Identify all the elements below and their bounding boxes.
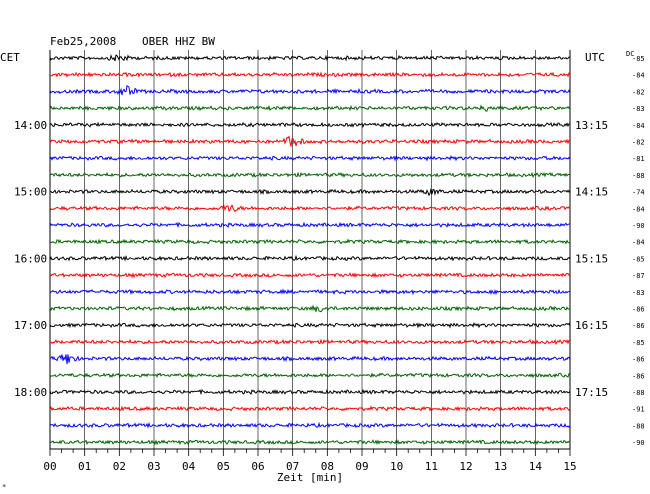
seismogram-trace xyxy=(49,135,571,147)
dc-offset-label: -90 xyxy=(632,439,645,447)
right-timezone-label: UTC xyxy=(585,51,605,64)
seismogram-trace xyxy=(49,71,571,78)
seismogram-trace xyxy=(49,171,571,179)
x-tick-label: 02 xyxy=(113,460,126,473)
cet-hour-label: 18:00 xyxy=(14,386,47,399)
seismogram-trace xyxy=(49,338,571,346)
seismogram-trace xyxy=(49,322,571,329)
x-tick-label: 05 xyxy=(217,460,230,473)
dc-offset-label: -74 xyxy=(632,189,645,197)
dc-offset-label: -84 xyxy=(632,72,645,80)
dc-offset-label: -82 xyxy=(632,88,645,96)
seismogram-trace xyxy=(49,439,571,446)
seismogram-trace xyxy=(49,354,571,365)
x-tick-label: 01 xyxy=(78,460,91,473)
seismogram-traces xyxy=(49,54,571,446)
dc-offset-label: -85 xyxy=(632,339,645,347)
axis-labels: 00 01 02 03 04 05 06 07 08 09 10 11 12 13 14 15 14:00 15:… xyxy=(14,55,645,473)
seismogram-trace xyxy=(49,238,571,245)
seismogram-trace xyxy=(49,204,571,213)
seismogram-trace xyxy=(49,272,571,279)
dc-offset-label: -83 xyxy=(632,105,645,113)
utc-hour-label: 16:15 xyxy=(575,319,608,332)
x-axis-title: Zeit [min] xyxy=(277,471,343,484)
seismogram-trace xyxy=(49,405,571,412)
seismogram-trace xyxy=(49,372,571,379)
corner-mark: * xyxy=(2,483,6,491)
cet-hour-label: 17:00 xyxy=(14,319,47,332)
dc-offset-label: -91 xyxy=(632,406,645,414)
seismogram-trace xyxy=(49,221,571,229)
dc-offset-label: -87 xyxy=(632,272,645,280)
dc-offset-label: -83 xyxy=(632,289,645,297)
seismogram-trace xyxy=(49,254,571,262)
cet-hour-label: 16:00 xyxy=(14,252,47,265)
x-tick-label: 09 xyxy=(355,460,368,473)
dc-offset-label: -88 xyxy=(632,389,645,397)
header-station: OBER HHZ BW xyxy=(142,35,215,48)
cet-hour-label: 15:00 xyxy=(14,186,47,199)
seismogram-trace xyxy=(49,104,571,112)
header-date: Feb25,2008 xyxy=(50,35,116,48)
seismogram-trace xyxy=(49,155,571,162)
x-tick-label: 10 xyxy=(390,460,403,473)
dc-offset-label: -82 xyxy=(632,139,645,147)
x-tick-label: 14 xyxy=(529,460,543,473)
utc-hour-label: 15:15 xyxy=(575,252,608,265)
dc-offset-label: -84 xyxy=(632,122,645,130)
utc-hour-label: 13:15 xyxy=(575,119,608,132)
dc-offset-label: -85 xyxy=(632,255,645,263)
x-tick-label: 15 xyxy=(563,460,576,473)
dc-header-label: DC xyxy=(626,50,634,58)
seismogram-trace xyxy=(49,121,570,129)
left-timezone-label: CET xyxy=(0,51,20,64)
dc-offset-label: -84 xyxy=(632,205,645,213)
utc-hour-label: 17:15 xyxy=(575,386,608,399)
seismogram-trace xyxy=(49,304,571,313)
x-tick-label: 13 xyxy=(494,460,507,473)
dc-offset-label: -86 xyxy=(632,372,645,380)
x-tick-label: 12 xyxy=(459,460,472,473)
seismogram-trace xyxy=(49,421,571,429)
dc-offset-label: -90 xyxy=(632,222,645,230)
x-tick-label: 03 xyxy=(147,460,160,473)
utc-hour-label: 14:15 xyxy=(575,186,608,199)
minute-grid xyxy=(49,50,571,456)
seismogram-trace xyxy=(49,388,571,396)
dc-offset-label: -81 xyxy=(632,155,645,163)
seismogram-trace xyxy=(49,188,571,197)
x-tick-label: 06 xyxy=(251,460,264,473)
x-tick-label: 04 xyxy=(182,460,196,473)
dc-offset-label: -86 xyxy=(632,306,645,314)
dc-offset-label: -88 xyxy=(632,422,645,430)
seismogram-trace xyxy=(49,54,571,62)
x-tick-label: 08 xyxy=(321,460,334,473)
dc-offset-label: -84 xyxy=(632,239,645,247)
x-tick-label: 07 xyxy=(286,460,299,473)
x-tick-label: 00 xyxy=(43,460,56,473)
x-tick-label: 11 xyxy=(425,460,438,473)
cet-hour-label: 14:00 xyxy=(14,119,47,132)
dc-offset-label: -85 xyxy=(632,55,645,63)
dc-offset-label: -86 xyxy=(632,356,645,364)
dc-offset-label: -88 xyxy=(632,172,645,180)
dc-offset-label: -86 xyxy=(632,322,645,330)
seismogram-trace xyxy=(49,84,571,96)
seismogram-trace xyxy=(49,288,571,296)
